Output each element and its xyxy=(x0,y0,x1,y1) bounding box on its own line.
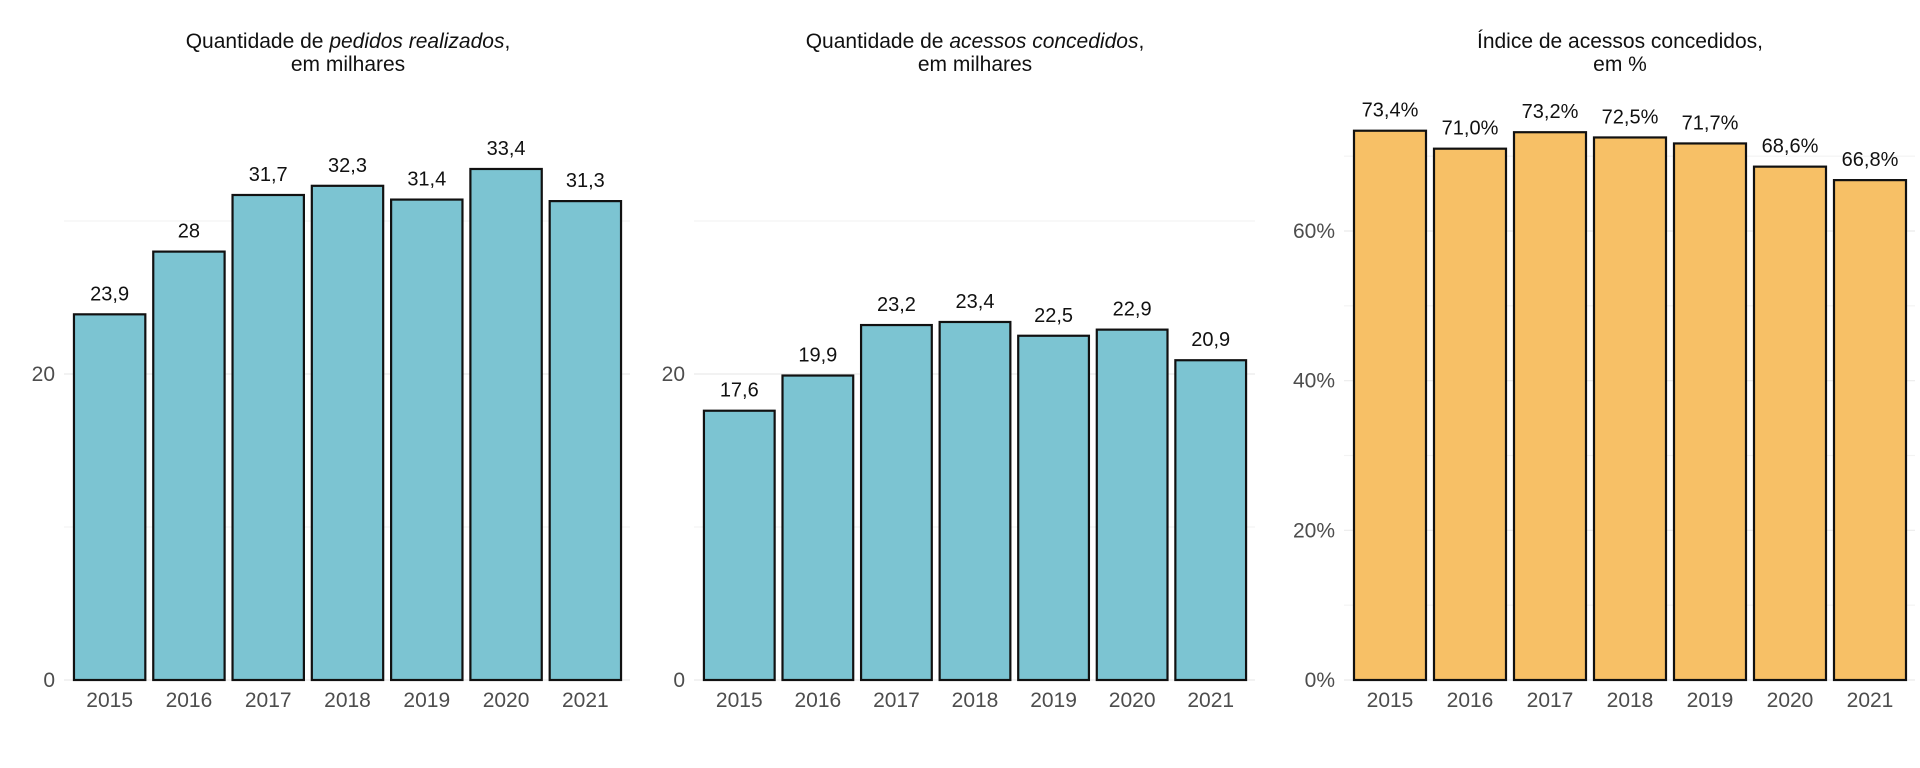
data-label: 33,4 xyxy=(487,138,526,160)
data-label: 71,0% xyxy=(1442,118,1499,140)
chart-title-part: pedidos realizados xyxy=(328,30,505,53)
chart-title: Índice de acessos concedidos, xyxy=(1477,30,1763,53)
x-tick-label: 2015 xyxy=(86,689,133,712)
chart-subtitle: em milhares xyxy=(918,53,1032,76)
bar xyxy=(1352,129,1428,682)
chart-title: Quantidade de pedidos realizados, xyxy=(186,30,511,53)
y-tick-label: 0 xyxy=(43,669,55,692)
x-tick-label: 2018 xyxy=(952,689,999,712)
data-label: 32,3 xyxy=(328,155,367,177)
data-label: 68,6% xyxy=(1762,136,1819,158)
bar xyxy=(1432,147,1508,682)
x-tick-label: 2019 xyxy=(1687,689,1734,712)
data-label: 23,2 xyxy=(877,294,916,316)
bar xyxy=(1832,179,1908,682)
x-tick-label: 2019 xyxy=(403,689,450,712)
bar xyxy=(152,250,226,682)
data-label: 66,8% xyxy=(1842,149,1899,171)
x-tick-label: 2015 xyxy=(1367,689,1414,712)
x-tick-label: 2021 xyxy=(1187,689,1234,712)
chart-title-part: , xyxy=(504,30,510,53)
y-tick-label: 40% xyxy=(1293,370,1335,393)
chart-panel-1: Quantidade de pedidos realizados,em milh… xyxy=(32,30,630,712)
bar xyxy=(231,193,305,682)
y-tick-label: 20 xyxy=(662,363,685,386)
bar xyxy=(1672,142,1748,682)
chart-panel-3: Índice de acessos concedidos,em % 0% 20% 40… xyxy=(1293,30,1915,712)
y-tick-label: 60% xyxy=(1293,220,1335,243)
bar xyxy=(1512,131,1588,682)
data-label: 20,9 xyxy=(1191,329,1230,351)
data-label: 17,6 xyxy=(720,380,759,402)
data-label: 71,7% xyxy=(1682,112,1739,134)
bar xyxy=(1592,136,1668,682)
chart-title-part: Índice de acessos concedidos, xyxy=(1477,30,1763,53)
data-label: 19,9 xyxy=(798,345,837,367)
data-label: 73,4% xyxy=(1362,100,1419,122)
x-tick-label: 2020 xyxy=(483,689,530,712)
x-tick-label: 2017 xyxy=(245,689,292,712)
x-tick-label: 2019 xyxy=(1030,689,1077,712)
data-label: 31,7 xyxy=(249,164,288,186)
bar xyxy=(702,409,776,682)
data-label: 23,9 xyxy=(90,283,129,305)
bar xyxy=(1017,334,1091,682)
bar xyxy=(548,200,623,682)
chart-subtitle: em milhares xyxy=(291,53,405,76)
data-label: 23,4 xyxy=(956,291,995,313)
data-label: 72,5% xyxy=(1602,106,1659,128)
data-label: 28 xyxy=(178,221,200,243)
data-label: 22,9 xyxy=(1113,299,1152,321)
x-tick-label: 2016 xyxy=(166,689,213,712)
x-tick-label: 2018 xyxy=(1607,689,1654,712)
x-tick-label: 2015 xyxy=(716,689,763,712)
bar xyxy=(1752,165,1828,682)
x-tick-label: 2016 xyxy=(1447,689,1494,712)
y-tick-label: 20% xyxy=(1293,519,1335,542)
bar xyxy=(390,198,464,682)
x-tick-label: 2017 xyxy=(1527,689,1574,712)
bar xyxy=(1095,328,1169,682)
x-tick-label: 2021 xyxy=(1847,689,1894,712)
bar xyxy=(310,184,385,682)
y-tick-label: 0 xyxy=(673,669,685,692)
x-tick-label: 2018 xyxy=(324,689,371,712)
data-label: 73,2% xyxy=(1522,101,1579,123)
y-tick-label: 0% xyxy=(1305,669,1335,692)
bar xyxy=(938,320,1012,682)
y-tick-label: 20 xyxy=(32,363,55,386)
chart-title-part: Quantidade de xyxy=(806,30,950,53)
data-label: 22,5 xyxy=(1034,305,1073,327)
chart-subtitle: em % xyxy=(1593,53,1647,76)
chart-panel-2: Quantidade de acessos concedidos,em milh… xyxy=(662,30,1255,712)
chart-title-part: acessos concedidos xyxy=(949,30,1139,53)
x-tick-label: 2017 xyxy=(873,689,920,712)
chart-title: Quantidade de acessos concedidos, xyxy=(806,30,1145,53)
x-tick-label: 2020 xyxy=(1109,689,1156,712)
bar xyxy=(469,167,543,682)
bar xyxy=(72,313,147,682)
chart-title-part: , xyxy=(1138,30,1144,53)
x-tick-label: 2016 xyxy=(794,689,841,712)
data-label: 31,4 xyxy=(407,169,446,191)
bar xyxy=(781,374,855,682)
x-tick-label: 2020 xyxy=(1767,689,1814,712)
bar xyxy=(859,323,933,682)
chart-title-part: Quantidade de xyxy=(186,30,330,53)
data-label: 31,3 xyxy=(566,170,605,192)
x-tick-label: 2021 xyxy=(562,689,609,712)
bar xyxy=(1174,359,1248,682)
